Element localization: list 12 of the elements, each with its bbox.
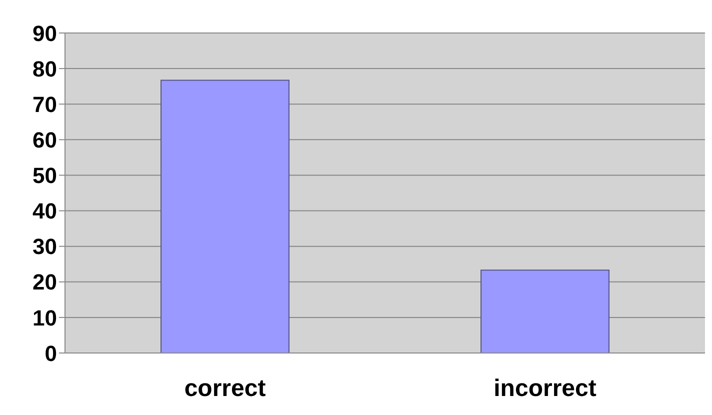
y-tick-label: 30 (32, 234, 57, 260)
x-tick-label: correct (184, 375, 266, 402)
y-tick-label: 50 (32, 163, 57, 188)
y-tick-label: 90 (32, 20, 57, 46)
y-tick-label: 70 (32, 92, 57, 117)
y-tick-label: 60 (32, 127, 57, 152)
y-tick-label: 40 (32, 198, 57, 224)
y-tick-label: 10 (32, 305, 57, 330)
y-tick-label: 80 (32, 56, 57, 82)
y-tick-label: 0 (44, 340, 57, 366)
x-tick-label: incorrect (494, 375, 596, 402)
y-tick-label: 20 (32, 270, 57, 295)
